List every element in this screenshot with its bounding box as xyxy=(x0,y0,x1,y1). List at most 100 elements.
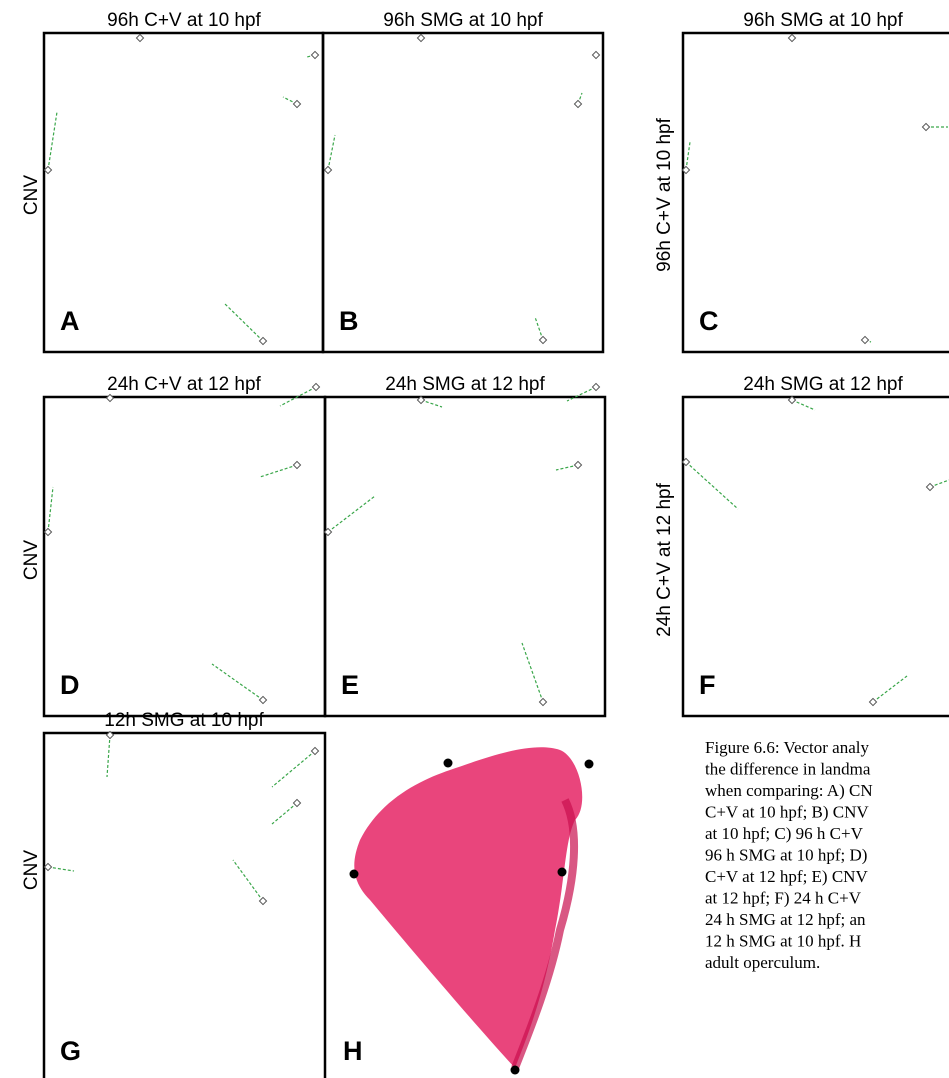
vector xyxy=(791,399,816,411)
landmark xyxy=(323,165,333,175)
landmark xyxy=(573,99,583,109)
caption-line: the difference in landma xyxy=(705,760,871,779)
panel-title: 12h SMG at 10 hpf xyxy=(104,710,264,731)
panel-letter: G xyxy=(60,1036,81,1066)
caption-line: C+V at 10 hpf; B) CNV xyxy=(705,803,869,822)
vector xyxy=(279,386,317,407)
vector xyxy=(47,111,58,171)
panel-frame xyxy=(681,395,949,718)
panel-letter: F xyxy=(699,670,716,700)
landmark xyxy=(921,122,931,132)
vector xyxy=(534,316,544,341)
landmark xyxy=(416,395,426,405)
vector xyxy=(223,302,264,342)
panel-frame xyxy=(42,731,327,1078)
panel-title: 96h SMG at 10 hpf xyxy=(383,10,543,31)
landmark xyxy=(591,50,601,60)
landmark xyxy=(105,730,115,740)
caption-line: when comparing: A) CN xyxy=(705,781,873,800)
landmark xyxy=(443,758,453,768)
landmark xyxy=(681,457,691,467)
caption-line: Figure 6.6: Vector analy xyxy=(705,738,869,757)
panel-title: 24h C+V at 12 hpf xyxy=(107,374,261,395)
vector xyxy=(259,464,298,478)
panel-title: 96h C+V at 10 hpf xyxy=(107,10,261,31)
landmark xyxy=(349,869,359,879)
panel-letter: E xyxy=(341,670,359,700)
vector xyxy=(555,464,579,471)
vector xyxy=(47,866,75,872)
vector xyxy=(47,486,54,533)
landmark xyxy=(43,527,53,537)
landmark xyxy=(258,695,268,705)
panel-frame xyxy=(42,31,325,354)
landmark xyxy=(573,460,583,470)
landmark xyxy=(584,759,594,769)
panel-frame xyxy=(323,395,607,718)
landmark xyxy=(787,395,797,405)
panel-letter: D xyxy=(60,670,80,700)
panel-letter: B xyxy=(339,306,359,336)
panel-letter: A xyxy=(60,306,80,336)
vector xyxy=(420,399,443,408)
vector xyxy=(211,663,264,701)
row-label: CNV xyxy=(21,850,42,890)
vector xyxy=(521,642,544,703)
landmark xyxy=(925,482,935,492)
landmark xyxy=(681,165,691,175)
landmark xyxy=(310,50,320,60)
panel-letter: C xyxy=(699,306,719,336)
caption-line: at 12 hpf; F) 24 h C+V xyxy=(705,889,862,908)
panel-frame xyxy=(42,395,327,718)
caption-line: 96 h SMG at 10 hpf; D) xyxy=(705,846,867,865)
landmark xyxy=(292,99,302,109)
landmark xyxy=(787,33,797,43)
vector xyxy=(872,675,908,703)
landmark xyxy=(868,697,878,707)
operculum-shape xyxy=(354,747,583,1068)
caption-line: at 10 hpf; C) 96 h C+V xyxy=(705,824,864,843)
caption-line: adult operculum. xyxy=(705,953,820,972)
panel-frame xyxy=(681,31,949,354)
caption-line: 24 h SMG at 12 hpf; an xyxy=(705,910,866,929)
vector xyxy=(685,141,691,171)
landmark xyxy=(538,697,548,707)
landmark xyxy=(591,382,601,392)
landmark xyxy=(860,335,870,345)
operculum-edge xyxy=(511,798,579,1070)
landmark xyxy=(105,393,115,403)
vector xyxy=(327,495,376,533)
landmark xyxy=(310,746,320,756)
vector xyxy=(327,134,336,171)
landmark xyxy=(538,335,548,345)
side-label: 24h C+V at 12 hpf xyxy=(654,482,675,636)
landmark xyxy=(416,33,426,43)
landmark xyxy=(43,862,53,872)
side-label: 96h C+V at 10 hpf xyxy=(654,117,675,271)
landmark xyxy=(258,336,268,346)
caption-line: C+V at 12 hpf; E) CNV xyxy=(705,867,868,886)
panel-title: 96h SMG at 10 hpf xyxy=(743,10,903,31)
landmark xyxy=(311,382,321,392)
landmark xyxy=(557,867,567,877)
row-label: CNV xyxy=(21,540,42,580)
landmark xyxy=(510,1065,520,1075)
vector xyxy=(232,859,264,902)
vector xyxy=(106,734,111,778)
landmark xyxy=(292,460,302,470)
vector xyxy=(929,479,949,488)
row-label: CNV xyxy=(21,175,42,215)
panel-letter: H xyxy=(343,1036,363,1066)
landmark xyxy=(323,527,333,537)
vector xyxy=(685,461,739,510)
landmark xyxy=(135,33,145,43)
vector xyxy=(271,750,316,788)
landmark xyxy=(43,165,53,175)
vector xyxy=(271,802,298,825)
landmark xyxy=(258,896,268,906)
panel-title: 24h SMG at 12 hpf xyxy=(385,374,545,395)
operculum-photo xyxy=(349,747,594,1075)
panel-frame xyxy=(321,31,605,354)
caption-line: 12 h SMG at 10 hpf. H xyxy=(705,932,861,951)
